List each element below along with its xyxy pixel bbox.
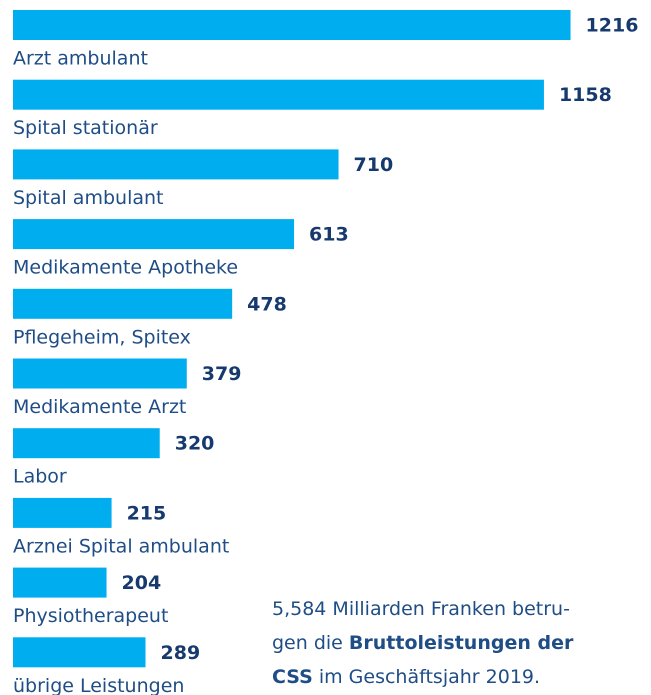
category-label: Medikamente Arzt	[13, 396, 186, 418]
category-label: Arzt ambulant	[13, 48, 148, 70]
annotation-text: Bruttoleistungen der	[349, 632, 574, 654]
bar	[13, 10, 571, 40]
annotation-text: CSS	[272, 666, 313, 688]
bar	[13, 428, 160, 459]
bar	[13, 637, 146, 668]
category-label: Physiotherapeut	[13, 605, 168, 627]
value-label: 710	[354, 154, 394, 176]
annotation-text: gen die	[272, 632, 349, 654]
category-label: Labor	[13, 466, 67, 488]
category-label: Arznei Spital ambulant	[13, 535, 229, 557]
annotation-line: 5,584 Milliarden Franken betru-	[272, 598, 570, 620]
annotation-line: gen die Bruttoleistungen der	[272, 632, 574, 654]
value-label: 478	[247, 293, 287, 315]
bar	[13, 79, 544, 110]
value-label: 204	[122, 572, 162, 594]
category-label: Spital ambulant	[13, 187, 163, 209]
value-label: 215	[127, 502, 167, 524]
value-label: 320	[175, 433, 215, 455]
bar	[13, 497, 112, 528]
value-label: 379	[202, 363, 242, 385]
bar	[13, 567, 107, 598]
annotation-line: CSS im Geschäftsjahr 2019.	[272, 666, 540, 688]
value-label: 613	[309, 224, 349, 246]
bar	[13, 288, 233, 319]
bar	[13, 149, 339, 180]
value-label: 1216	[586, 15, 639, 37]
annotation-text: im Geschäftsjahr 2019.	[313, 666, 540, 688]
category-label: übrige Leistungen	[13, 675, 184, 695]
category-label: Spital stationär	[13, 117, 158, 139]
bar	[13, 219, 295, 250]
annotation-text: 5,584 Milliarden Franken betru-	[272, 598, 570, 620]
value-label: 1158	[559, 84, 612, 106]
bar	[13, 358, 187, 389]
value-label: 289	[161, 642, 201, 664]
category-label: Medikamente Apotheke	[13, 257, 238, 279]
category-label: Pflegeheim, Spitex	[13, 326, 191, 348]
